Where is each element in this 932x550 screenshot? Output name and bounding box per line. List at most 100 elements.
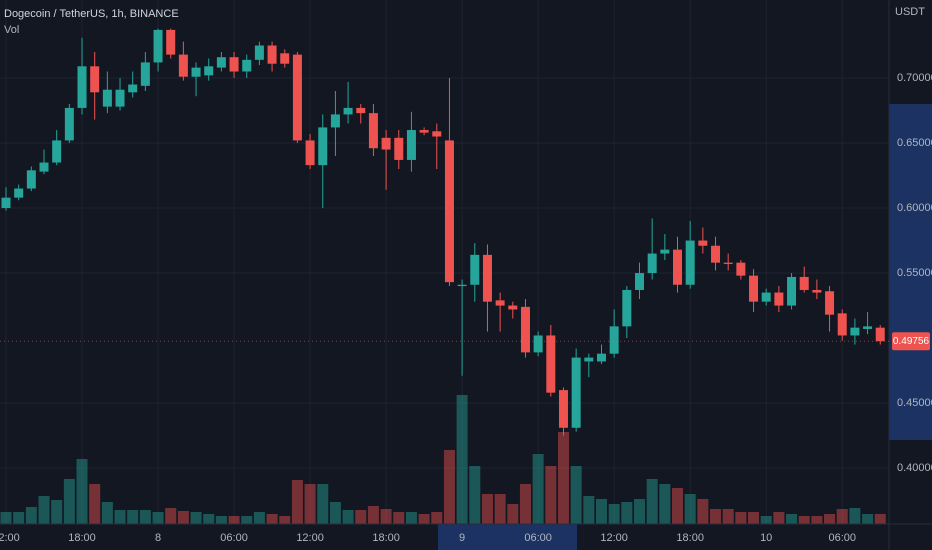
candle-body [761, 292, 771, 302]
candle-body [546, 335, 556, 393]
volume-bar [824, 514, 836, 524]
candle-body [837, 313, 847, 336]
candle-body [343, 107, 353, 115]
candle-body [178, 54, 188, 77]
candle-body [166, 29, 176, 55]
volume-bar [608, 504, 620, 524]
volume-bar [291, 480, 303, 524]
volume-bar [203, 514, 215, 524]
volume-bar [76, 459, 88, 524]
candle-body [1, 197, 11, 209]
y-axis-label: USDT [895, 6, 925, 18]
volume-bar [557, 432, 569, 524]
volume-bar [139, 510, 151, 524]
candle-body [292, 54, 302, 141]
volume-bar [507, 504, 519, 524]
volume-bar [51, 500, 63, 524]
volume-bar [684, 494, 696, 524]
price-label-box [892, 332, 930, 351]
candle-body [330, 114, 340, 128]
volume-bar [469, 466, 481, 524]
volume-bar [152, 512, 164, 524]
volume-bar [595, 499, 607, 524]
volume-bar [545, 466, 557, 524]
volume-bar [367, 506, 379, 524]
volume-bar [481, 494, 493, 524]
chart-title: Dogecoin / TetherUS, 1h, BINANCE [4, 8, 179, 20]
candle-body [520, 306, 530, 353]
volume-bar [659, 484, 671, 524]
candle-body [318, 127, 328, 166]
candle-body [495, 300, 505, 306]
x-tick-label: 18:00 [676, 532, 704, 544]
candle-body [191, 67, 201, 77]
candle-body [432, 131, 442, 137]
candle-body [128, 84, 138, 93]
candle-body [444, 140, 454, 283]
x-tick-label: 8 [155, 532, 161, 544]
candle-body [482, 254, 492, 302]
volume-bar [215, 516, 227, 524]
candle-body [711, 245, 721, 263]
candle-body [419, 130, 429, 133]
candle-body [571, 357, 581, 428]
volume-bar [279, 516, 291, 524]
volume-bar [849, 508, 861, 524]
volume-bar [228, 516, 240, 524]
volume-bar [241, 516, 253, 524]
candle-body [52, 140, 62, 163]
candle-body [305, 140, 315, 166]
volume-bar [304, 484, 316, 524]
candle-body [216, 57, 226, 68]
candle-body [508, 305, 518, 310]
candle-body [698, 240, 708, 246]
candle-body [875, 327, 885, 342]
volume-bar [127, 510, 139, 524]
candle-body [394, 137, 404, 160]
volume-bar [798, 516, 810, 524]
candle-body [812, 289, 822, 293]
volume-bar [760, 516, 772, 524]
candle-body [457, 284, 467, 287]
candle-body [153, 29, 163, 63]
candle-body [647, 253, 657, 274]
volume-bar [165, 508, 177, 524]
candle-body [381, 137, 391, 150]
candle-body [558, 390, 568, 428]
candle-body [406, 130, 416, 160]
candle-body [596, 353, 606, 362]
candle-body [736, 262, 746, 276]
candle-body [204, 66, 214, 76]
axis-selection [889, 104, 932, 440]
volume-bar [710, 509, 722, 524]
volume-bar [443, 450, 455, 524]
volume-bar [583, 496, 595, 524]
candle-body [660, 249, 670, 254]
volume-bar [38, 496, 50, 524]
candle-body [77, 66, 87, 108]
x-tick-label: 18:00 [372, 532, 400, 544]
volume-bar [748, 512, 760, 524]
volume-label: Vol [4, 24, 19, 36]
candle-body [64, 107, 74, 141]
volume-bar [418, 514, 430, 524]
volume-bar [811, 516, 823, 524]
volume [0, 395, 886, 524]
candle-body [39, 162, 49, 172]
candle-body [825, 291, 835, 315]
candle-body [90, 66, 100, 93]
volume-bar [862, 514, 874, 524]
candle-body [102, 89, 112, 107]
candle-body [723, 262, 733, 264]
y-tick-label: 0.70000 [897, 72, 932, 84]
volume-bar [0, 512, 12, 524]
x-tick-label: 12:00 [0, 532, 20, 544]
candle-body [799, 276, 809, 290]
x-tick-label: 18:00 [68, 532, 96, 544]
x-tick-label: 06:00 [524, 532, 552, 544]
volume-bar [89, 484, 101, 524]
